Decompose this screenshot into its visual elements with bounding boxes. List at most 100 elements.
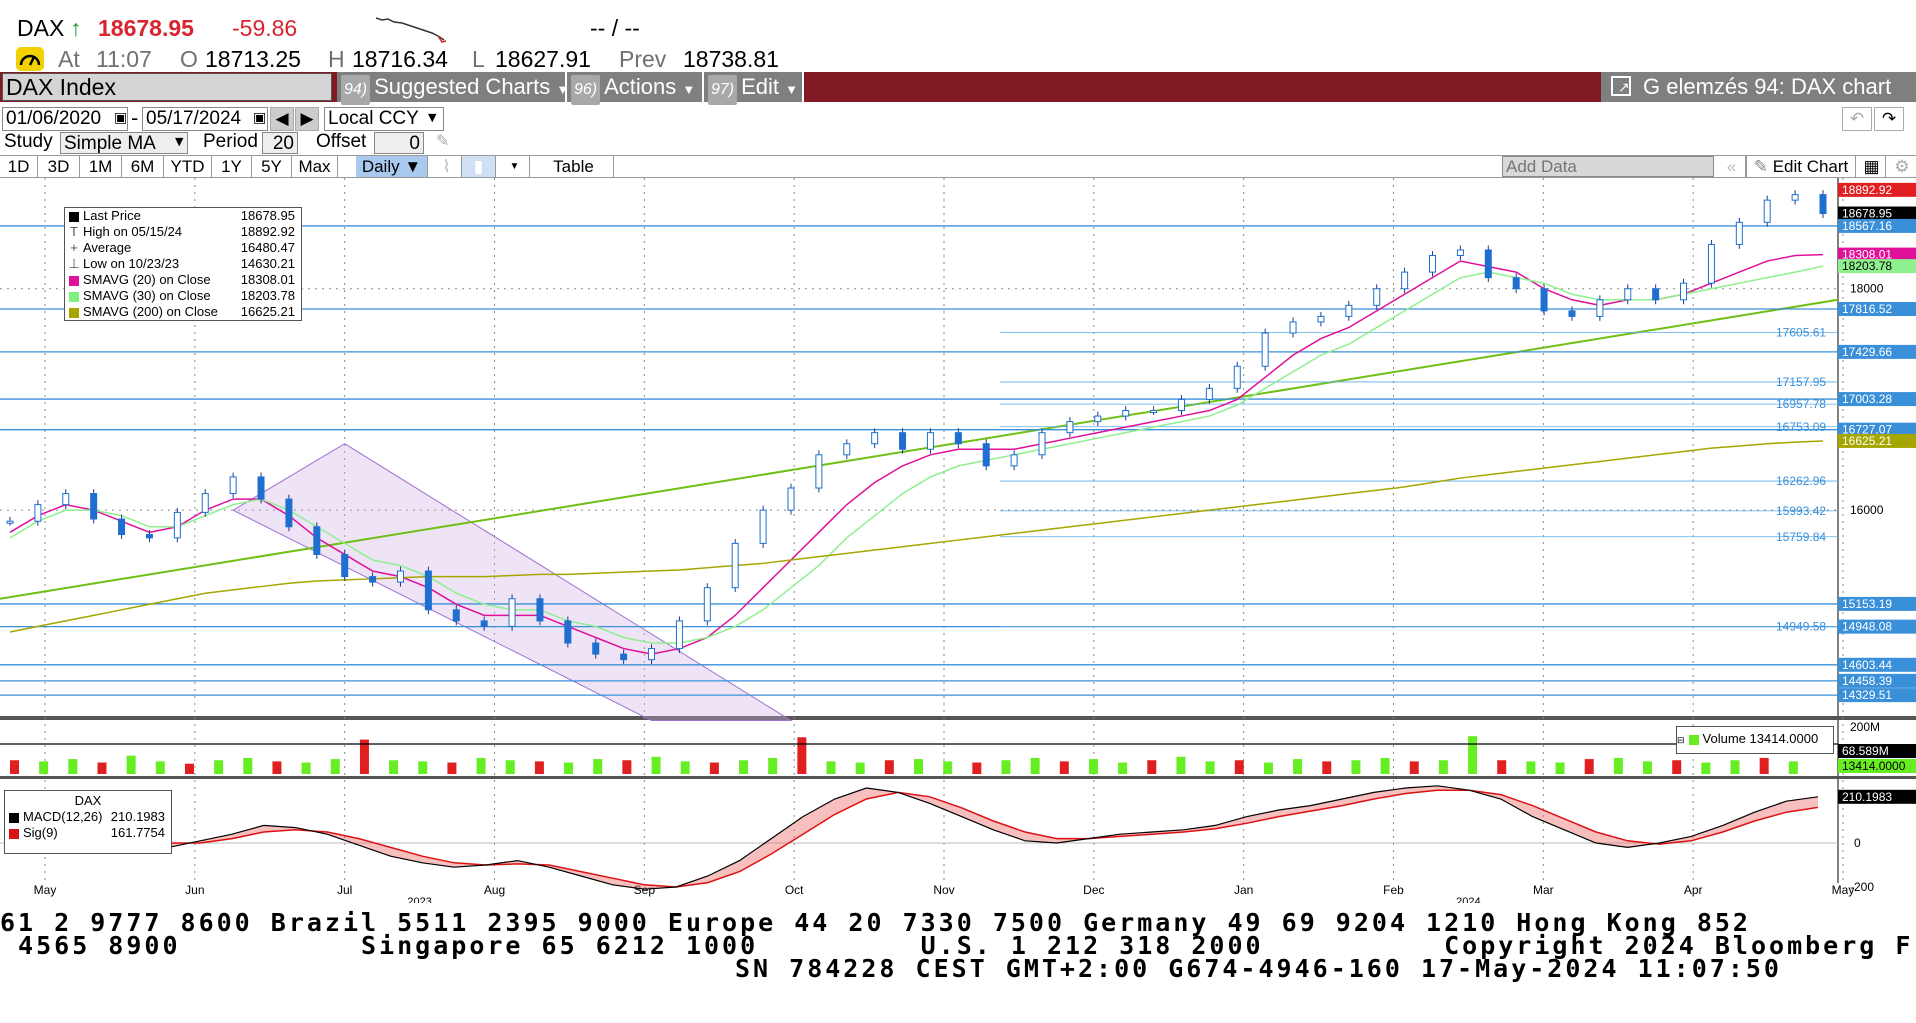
price-tag (1838, 619, 1916, 634)
volume-bar (1234, 760, 1244, 774)
high-label: H (328, 46, 345, 72)
volume-bar (389, 760, 399, 774)
edit-button[interactable]: 97) Edit ▼ (704, 72, 804, 105)
chart-type-dropdown[interactable]: ▼ (500, 156, 530, 177)
macd-legend-rows: MACD(12,26) 210.1983 Sig(9) 161.7754 (5, 809, 171, 841)
volume-bar (184, 763, 194, 774)
y-tick-label: 18000 (1850, 282, 1884, 296)
currency-select[interactable]: Local CCY (324, 107, 444, 131)
candle-body (1233, 365, 1241, 389)
volume-bar (155, 761, 165, 774)
start-date-input[interactable]: 01/06/2020 (2, 107, 128, 131)
price-tag (1838, 206, 1916, 221)
footer-contacts-2: 4565 8900 Singapore 65 6212 1000 U.S. 1 … (0, 931, 1914, 960)
prev-period-button[interactable]: ◀ (270, 107, 294, 131)
candle-body (648, 648, 656, 661)
currency-value: Local CCY (328, 108, 419, 129)
candle-body (257, 476, 265, 500)
calendar-icon[interactable]: ▣ (253, 110, 267, 126)
open-value: 18713.25 (205, 46, 301, 72)
range-tab-1m[interactable]: 1M (80, 156, 122, 177)
suggested-charts-button[interactable]: 94) Suggested Charts ▼ (337, 72, 569, 105)
candle-body (1624, 288, 1632, 301)
candle-body (1680, 282, 1688, 301)
price-chart[interactable]: May Jun Jul Aug Sep Oct Nov Dec Jan Feb Mar Apr May 2… (0, 178, 1916, 903)
collapse-icon[interactable]: « (1718, 156, 1746, 177)
dropdown-arrow-icon: ▼ (428, 111, 437, 124)
undo-icon[interactable]: ↶ (1842, 107, 1872, 131)
range-tab-max[interactable]: Max (292, 156, 338, 177)
candle-body (1205, 387, 1213, 400)
volume-bar (447, 762, 457, 774)
fib-label: 14949.58 (1776, 619, 1826, 633)
price-legend-rows: Last Price 18678.95 T High on 05/15/24 18892… (65, 208, 301, 320)
range-tab-5y[interactable]: 5Y (252, 156, 292, 177)
legend-label: MACD(12,26) (23, 809, 103, 824)
x-tick-label: Oct (785, 883, 804, 897)
price-tag-label: 16727.07 (1842, 423, 1892, 437)
candle-body (1456, 249, 1464, 257)
volume-bar (10, 760, 19, 774)
redo-icon[interactable]: ↷ (1874, 107, 1904, 131)
price-tag-label: 18567.16 (1842, 219, 1892, 233)
price-tag (1838, 344, 1916, 359)
candle-body (1763, 199, 1771, 223)
macd-legend-row: Sig(9) 161.7754 (5, 825, 171, 841)
volume-bar (39, 761, 49, 774)
line-chart-icon[interactable]: ⌇ (432, 156, 462, 177)
period-input[interactable]: 20 (262, 132, 298, 154)
fib-label: 17605.61 (1776, 325, 1826, 339)
edit-chart-button[interactable]: ✎ Edit Chart (1746, 156, 1856, 177)
range-tab-1d[interactable]: 1D (0, 156, 38, 177)
candle-body (173, 511, 181, 539)
speedometer-icon[interactable] (16, 47, 44, 71)
legend-marker-icon: ⊥ (68, 256, 80, 271)
legend-label: Low on 10/23/23 (83, 256, 180, 271)
x-tick-label: Feb (1383, 883, 1404, 897)
range-tab-1y[interactable]: 1Y (212, 156, 252, 177)
price-legend-row: ⊥ Low on 10/23/23 14630.21 (65, 256, 301, 272)
candle-body (1484, 249, 1492, 279)
ma-line (9, 265, 1824, 644)
calendar-icon[interactable]: ▣ (114, 110, 128, 126)
x-tick-label: Aug (484, 883, 505, 897)
range-tab-ytd[interactable]: YTD (164, 156, 212, 177)
range-tab-3d[interactable]: 3D (38, 156, 80, 177)
price-tag-label: 18308.01 (1842, 248, 1892, 262)
chart-title: G elemzés 94: DAX chart (1643, 74, 1892, 99)
volume-avg-tag-label: 68.589M (1842, 744, 1889, 758)
candle-chart-icon[interactable]: ▮ (462, 156, 496, 177)
volume-tag-label: 13414.0000 (1842, 759, 1906, 773)
legend-value: 18203.78 (240, 288, 295, 303)
legend-value: 18678.95 (240, 208, 295, 223)
last-price: 18678.95 (98, 15, 194, 41)
gear-icon[interactable]: ⚙ (1894, 157, 1910, 176)
quote-header: DAX ↑ 18678.95 -59.86 -- / -- At 11:07 O… (0, 0, 1916, 76)
price-tag-label: 14603.44 (1842, 658, 1892, 672)
candle-body (1791, 194, 1799, 201)
study-value: Simple MA (64, 133, 156, 154)
frequency-select[interactable]: Daily ▼ (356, 156, 428, 177)
macd-line (9, 785, 1819, 890)
fib-label: 16262.96 (1776, 474, 1826, 488)
chart-title-button[interactable]: ↗ G elemzés 94: DAX chart (1601, 72, 1916, 102)
candle-body (787, 487, 795, 511)
offset-input[interactable]: 0 (374, 132, 424, 154)
candle-body (34, 504, 42, 522)
ticker-symbol: DAX (17, 15, 65, 41)
next-period-button[interactable]: ▶ (295, 107, 319, 131)
study-select[interactable]: Simple MA (60, 132, 188, 154)
volume-legend: ⊟ Volume 13414.0000 (1676, 726, 1834, 754)
range-tab-6m[interactable]: 6M (122, 156, 164, 177)
candle-body (90, 493, 98, 520)
candle-body (954, 432, 962, 445)
actions-button[interactable]: 96) Actions ▼ (567, 72, 704, 105)
end-date-input[interactable]: 05/17/2024 (142, 107, 268, 131)
add-data-input[interactable] (1502, 156, 1714, 177)
legend-value: 18892.92 (240, 224, 295, 239)
pencil-icon[interactable]: ✎ (436, 131, 450, 150)
chart-settings-icon[interactable]: ▦ (1858, 156, 1886, 177)
table-button[interactable]: Table (534, 156, 614, 177)
security-field[interactable]: DAX Index (2, 73, 332, 101)
volume-bar (330, 759, 340, 774)
